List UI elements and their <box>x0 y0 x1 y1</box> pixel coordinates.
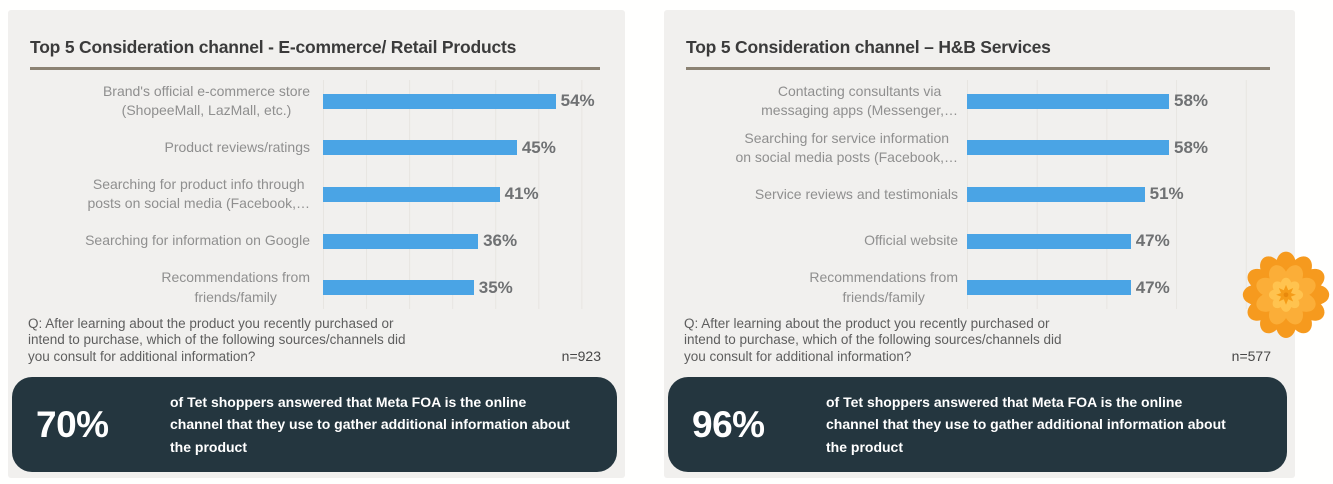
question-text: Q: After learning about the product you … <box>684 316 1062 364</box>
chart-row: Brand's official e-commerce store (Shope… <box>8 78 625 125</box>
value-label: 36% <box>483 231 518 251</box>
bar <box>967 186 1145 202</box>
highlight-box: 96% of Tet shoppers answered that Meta F… <box>668 377 1287 472</box>
bar-track: 58% <box>967 91 1270 111</box>
bar-chart-ecommerce: Brand's official e-commerce store (Shope… <box>8 78 625 311</box>
chart-row: Recommendations from friends/family 47% <box>664 264 1295 311</box>
bar <box>323 140 517 156</box>
chart-row: Official website 47% <box>664 218 1295 265</box>
panel-hb-services: Top 5 Consideration channel – H&B Servic… <box>664 10 1295 478</box>
category-label: Searching for information on Google <box>85 232 310 249</box>
chart-row: Contacting consultants via messaging app… <box>664 78 1295 125</box>
question-row: Q: After learning about the product you … <box>664 311 1295 365</box>
bar-track: 36% <box>323 231 603 251</box>
chart-rows: Contacting consultants via messaging app… <box>664 78 1295 311</box>
bar <box>967 233 1131 249</box>
bar <box>323 280 474 296</box>
value-label: 47% <box>1135 231 1170 251</box>
category-label: Product reviews/ratings <box>164 139 310 156</box>
bar-track: 54% <box>323 91 603 111</box>
chart-row: Service reviews and testimonials 51% <box>664 171 1295 218</box>
bar-track: 58% <box>967 138 1270 158</box>
marigold-flower-icon <box>1242 251 1330 338</box>
value-label: 45% <box>521 137 556 157</box>
category-label: Recommendations from friends/family <box>161 269 310 305</box>
chart-row: Recommendations from friends/family 35% <box>8 264 625 311</box>
bar-track: 51% <box>967 184 1270 204</box>
sample-size: n=577 <box>1231 348 1271 365</box>
category-label: Official website <box>864 232 958 249</box>
chart-row: Product reviews/ratings 45% <box>8 125 625 172</box>
sample-size: n=923 <box>561 348 601 365</box>
bar-track: 47% <box>967 231 1270 251</box>
value-label: 58% <box>1174 91 1209 111</box>
value-label: 47% <box>1135 277 1170 297</box>
title-underline <box>30 67 600 70</box>
bar <box>323 186 500 202</box>
category-label: Recommendations from friends/family <box>809 269 958 305</box>
chart-row: Searching for information on Google 36% <box>8 218 625 265</box>
bar-track: 47% <box>967 278 1270 298</box>
bar <box>967 280 1131 296</box>
bar <box>323 233 479 249</box>
category-label: Service reviews and testimonials <box>754 185 958 202</box>
category-label: Contacting consultants via messaging app… <box>761 82 958 119</box>
chart-rows: Brand's official e-commerce store (Shope… <box>8 78 625 311</box>
bar <box>323 93 556 109</box>
value-label: 51% <box>1149 184 1184 204</box>
highlight-percentage: 70% <box>36 403 109 445</box>
value-label: 54% <box>560 91 595 111</box>
panel-title: Top 5 Consideration channel - E-commerce… <box>30 37 517 57</box>
bar <box>967 140 1169 156</box>
category-label: Searching for product info through posts… <box>87 176 310 212</box>
chart-row: Searching for service information on soc… <box>664 125 1295 172</box>
panel-title: Top 5 Consideration channel – H&B Servic… <box>686 37 1051 57</box>
category-label: Brand's official e-commerce store (Shope… <box>102 82 310 119</box>
bar-track: 41% <box>323 184 603 204</box>
chart-row: Searching for product info through posts… <box>8 171 625 218</box>
category-label: Searching for service information on soc… <box>735 129 958 165</box>
bar-track: 45% <box>323 138 603 158</box>
question-text: Q: After learning about the product you … <box>28 316 406 364</box>
highlight-percentage: 96% <box>692 403 765 445</box>
value-label: 58% <box>1174 137 1209 157</box>
highlight-description: of Tet shoppers answered that Meta FOA i… <box>826 393 1226 455</box>
title-underline <box>686 67 1270 70</box>
highlight-box: 70% of Tet shoppers answered that Meta F… <box>12 377 617 472</box>
value-label: 35% <box>478 277 513 297</box>
panel-ecommerce-retail: Top 5 Consideration channel - E-commerce… <box>8 10 625 478</box>
question-row: Q: After learning about the product you … <box>8 311 625 365</box>
bar <box>967 93 1169 109</box>
bar-chart-hb-services: Contacting consultants via messaging app… <box>664 78 1295 311</box>
bar-track: 35% <box>323 278 603 298</box>
highlight-description: of Tet shoppers answered that Meta FOA i… <box>170 393 570 455</box>
value-label: 41% <box>504 184 539 204</box>
